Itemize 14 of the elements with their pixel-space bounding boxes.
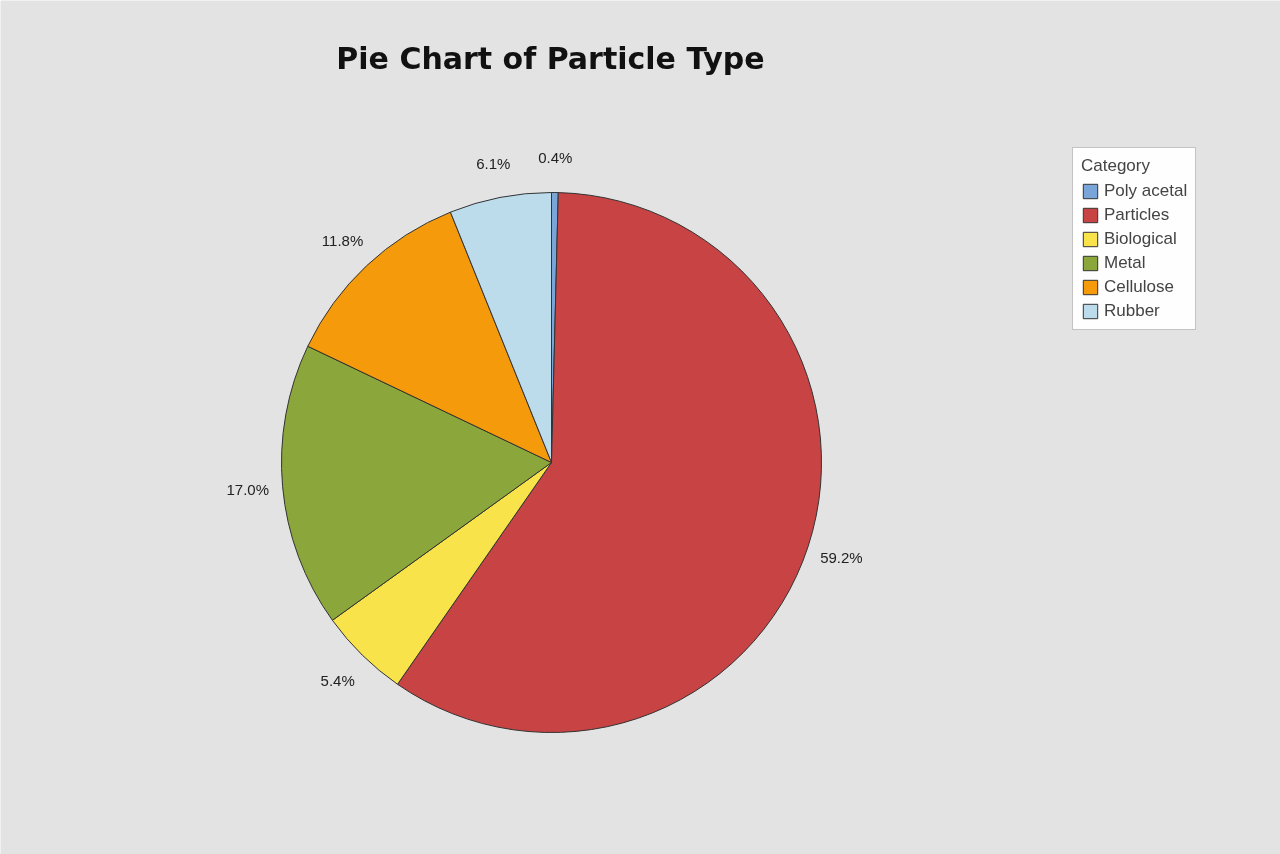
legend-label: Poly acetal <box>1104 181 1188 201</box>
data-label: 6.1% <box>476 154 511 172</box>
data-label: 59.2% <box>820 548 863 566</box>
legend-label: Particles <box>1104 205 1170 225</box>
legend-label: Metal <box>1104 253 1146 273</box>
data-label: 0.4% <box>538 149 573 167</box>
data-label: 17.0% <box>226 481 270 499</box>
legend-title: Category <box>1081 156 1151 176</box>
data-label: 11.8% <box>321 231 364 249</box>
legend-label: Rubber <box>1104 301 1160 321</box>
legend-label: Biological <box>1104 229 1177 249</box>
legend-label: Cellulose <box>1104 277 1174 297</box>
data-label: 5.4% <box>320 671 355 689</box>
chart-title: Pie Chart of Particle Type <box>336 41 765 76</box>
